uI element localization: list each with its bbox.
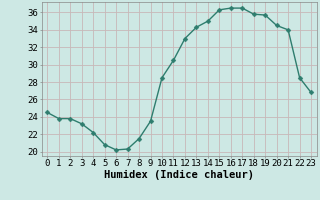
X-axis label: Humidex (Indice chaleur): Humidex (Indice chaleur) <box>104 170 254 180</box>
